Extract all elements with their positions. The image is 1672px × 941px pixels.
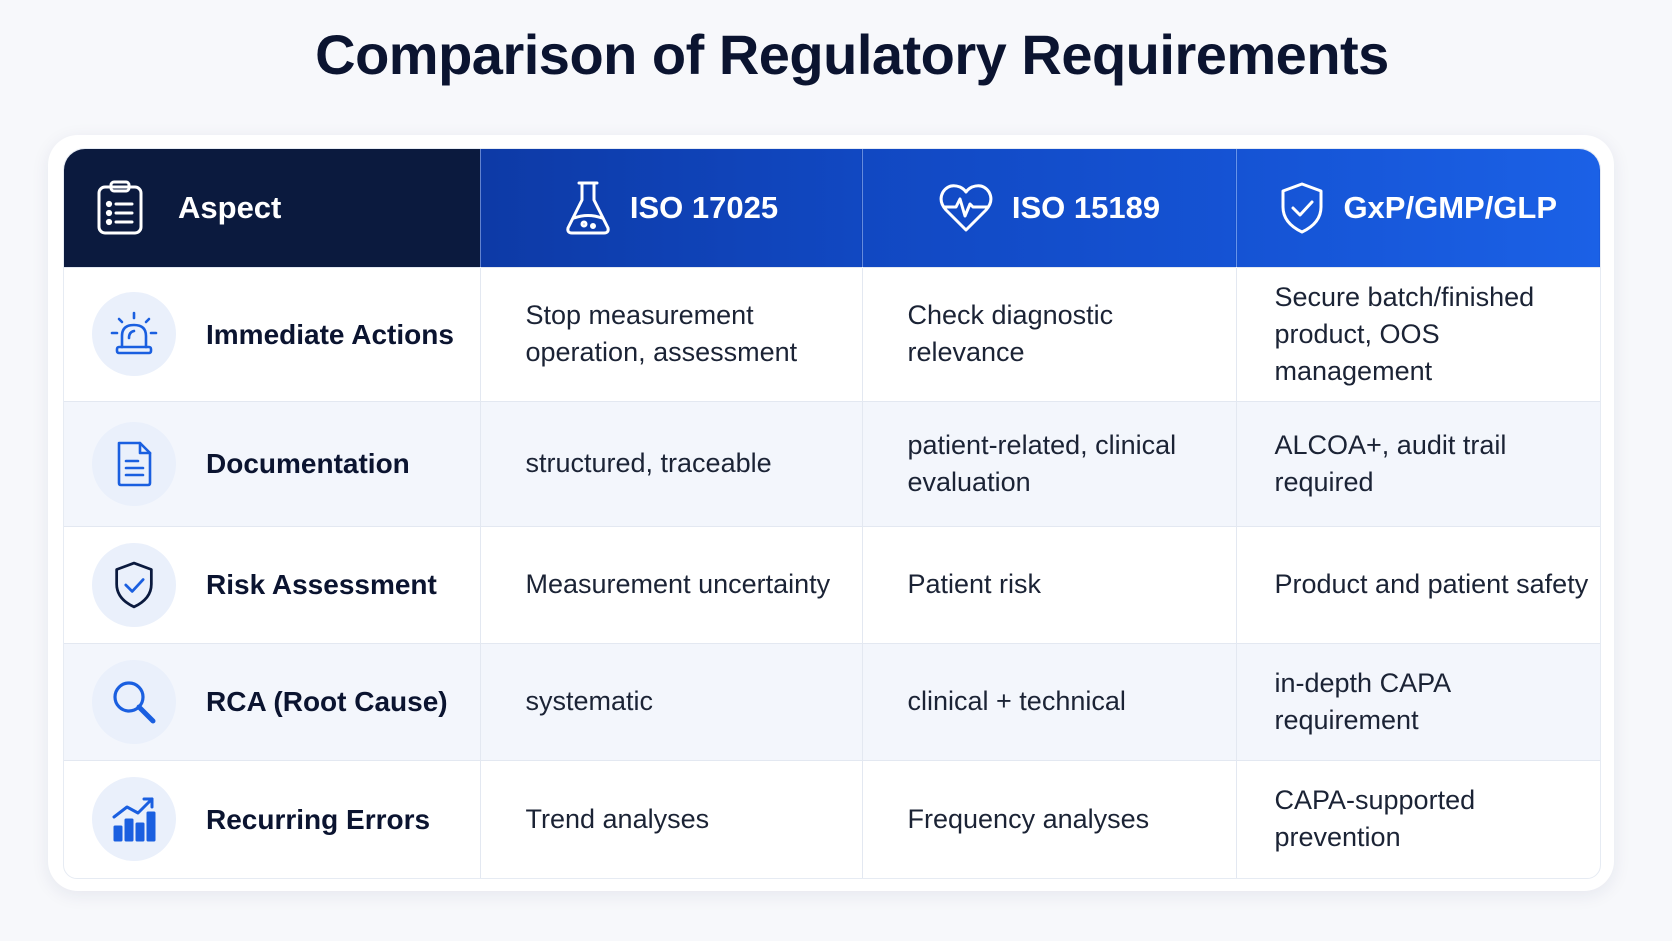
header-iso-17025-label: ISO 17025 (629, 189, 779, 225)
aspect-label: Recurring Errors (206, 803, 431, 835)
gxp-cell: in-depth CAPA requirement (1236, 642, 1600, 760)
aspect-label: Risk Assessment (206, 569, 437, 600)
shield-check-icon (92, 542, 176, 627)
table-row: Recurring Errors Trend analyses Frequenc… (64, 759, 1600, 878)
page-title: Comparison of Regulatory Requirements (315, 23, 1389, 86)
iso-15189-cell: Check diagnostic relevance (862, 266, 1237, 401)
gxp-cell: CAPA-supported prevention (1236, 759, 1600, 878)
header-iso-17025: ISO 17025 (480, 149, 863, 267)
iso-15189-cell: Patient risk (862, 525, 1237, 643)
table-row: Risk Assessment Measurement uncertainty … (64, 525, 1600, 643)
iso-17025-cell: Stop measurement operation, assessment (480, 266, 863, 401)
table-row: RCA (Root Cause) systematic clinical + t… (64, 642, 1600, 760)
header-gxp: GxP/GMP/GLP (1236, 149, 1600, 267)
header-gxp-label: GxP/GMP/GLP (1343, 189, 1558, 225)
iso-15189-cell: Frequency analyses (862, 759, 1237, 878)
table-header-row: Aspect (64, 149, 1600, 267)
table-row: Documentation structured, traceable pati… (64, 400, 1600, 526)
aspect-label: Immediate Actions (206, 318, 454, 350)
shield-check-icon (1279, 181, 1325, 235)
gxp-cell: ALCOA+, audit trail required (1236, 400, 1600, 526)
aspect-label: RCA (Root Cause) (206, 686, 448, 717)
iso-15189-cell: patient-related, clinical evaluation (862, 400, 1237, 526)
table-row: Immediate Actions Stop measurement opera… (64, 266, 1600, 401)
flask-icon (564, 180, 612, 236)
comparison-table-wrapper: Aspect (63, 148, 1601, 879)
header-aspect: Aspect (64, 149, 481, 267)
iso-17025-cell: Measurement uncertainty (480, 525, 863, 643)
iso-17025-cell: Trend analyses (480, 759, 863, 878)
heart-pulse-icon (938, 182, 994, 234)
gxp-cell: Product and patient safety (1236, 525, 1600, 643)
header-iso-15189: ISO 15189 (862, 149, 1237, 267)
aspect-cell: Recurring Errors (64, 759, 481, 878)
iso-17025-cell: structured, traceable (480, 400, 863, 526)
aspect-cell: Immediate Actions (64, 266, 481, 401)
alarm-light-icon (92, 292, 176, 376)
aspect-cell: Documentation (64, 400, 481, 526)
iso-15189-cell: clinical + technical (862, 642, 1237, 760)
aspect-label: Documentation (206, 448, 410, 479)
iso-17025-cell: systematic (480, 642, 863, 760)
header-aspect-label: Aspect (178, 189, 282, 225)
clipboard-icon (96, 180, 144, 236)
document-icon (92, 421, 176, 506)
comparison-table: Aspect (64, 149, 1600, 878)
trend-chart-icon (92, 777, 176, 862)
aspect-cell: Risk Assessment (64, 525, 481, 643)
gxp-cell: Secure batch/finished product, OOS manag… (1236, 266, 1600, 401)
magnifier-icon (92, 659, 176, 744)
header-iso-15189-label: ISO 15189 (1011, 189, 1161, 225)
aspect-cell: RCA (Root Cause) (64, 642, 481, 760)
